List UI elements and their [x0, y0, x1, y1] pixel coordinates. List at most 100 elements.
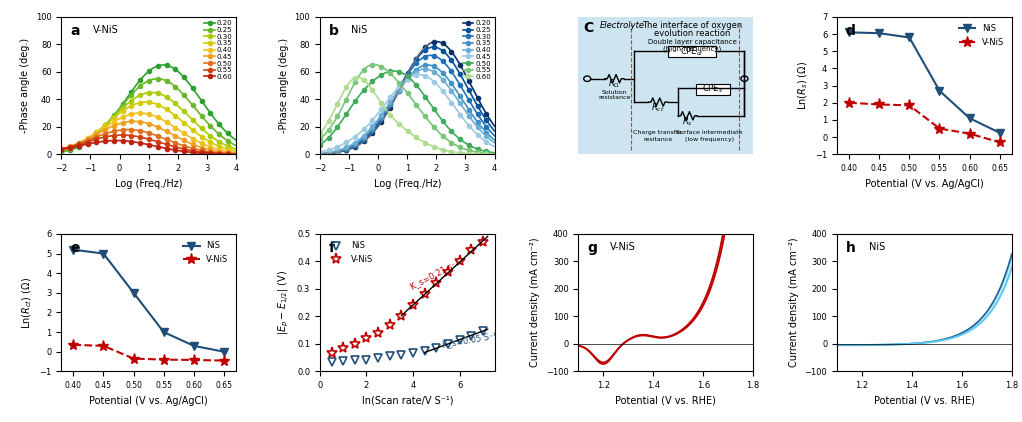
Text: NiS: NiS [869, 243, 885, 252]
NiS [407, 350, 419, 355]
Line: 0.50: 0.50 [318, 69, 497, 155]
0.60 [462, 151, 474, 156]
0.60 [230, 151, 242, 157]
0.60 [421, 141, 433, 146]
V-NiS [128, 356, 140, 361]
Text: evolution reaction: evolution reaction [654, 29, 731, 38]
0.30 [145, 90, 157, 95]
0.55 [162, 143, 175, 148]
0.20 [156, 62, 169, 68]
Line: 0.60: 0.60 [59, 138, 238, 156]
Text: V-NiS: V-NiS [93, 25, 119, 35]
Text: f: f [329, 241, 334, 255]
NiS [442, 341, 454, 346]
Text: (high frequency): (high frequency) [663, 46, 722, 52]
0.25 [427, 45, 439, 50]
NiS [325, 359, 337, 364]
0.20 [430, 39, 443, 44]
Legend: NiS, V-NiS: NiS, V-NiS [180, 238, 232, 267]
NiS [188, 344, 200, 349]
0.50 [215, 151, 227, 156]
0.55 [368, 62, 380, 67]
0.55 [230, 151, 242, 157]
Text: $R_\Omega$: $R_\Omega$ [608, 78, 620, 90]
0.50 [203, 149, 216, 154]
0.20 [56, 149, 68, 154]
NiS [383, 354, 396, 359]
0.30 [424, 53, 436, 58]
X-axis label: Log (Freq./Hz): Log (Freq./Hz) [114, 179, 183, 189]
Line: NiS: NiS [327, 327, 487, 366]
Line: 0.45: 0.45 [318, 73, 497, 154]
0.50 [388, 68, 401, 73]
0.60 [110, 138, 123, 143]
0.60 [203, 151, 216, 156]
X-axis label: ln(Scan rate/V S⁻¹): ln(Scan rate/V S⁻¹) [362, 396, 453, 406]
Text: h: h [846, 241, 855, 255]
Text: $R_{ct}$: $R_{ct}$ [651, 101, 664, 114]
Text: Electrolyte: Electrolyte [600, 21, 645, 30]
0.40 [462, 112, 474, 117]
0.30 [203, 132, 216, 137]
0.45 [462, 122, 474, 127]
0.20 [489, 124, 501, 129]
0.35 [215, 144, 227, 149]
V-NiS [97, 344, 109, 349]
V-NiS [454, 259, 466, 264]
0.40 [314, 151, 326, 156]
0.20 [162, 63, 175, 68]
NiS [372, 355, 384, 360]
V-NiS [157, 357, 170, 362]
0.45 [56, 146, 68, 151]
V-NiS [993, 140, 1006, 145]
V-NiS [964, 131, 976, 136]
0.25 [473, 106, 485, 111]
Text: b: b [329, 24, 338, 38]
0.50 [162, 138, 175, 143]
Y-axis label: Ln($R_s$) ($\Omega$): Ln($R_s$) ($\Omega$) [796, 61, 809, 110]
Text: C: C [584, 21, 594, 35]
0.35 [421, 62, 433, 68]
0.40 [417, 67, 429, 72]
0.25 [315, 151, 327, 156]
0.45 [489, 144, 501, 149]
Line: NiS: NiS [845, 28, 1004, 137]
0.55 [117, 133, 129, 138]
0.30 [55, 148, 67, 153]
NiS [993, 130, 1006, 135]
Text: e: e [71, 241, 80, 255]
0.35 [230, 149, 242, 154]
0.55 [462, 147, 474, 152]
0.20 [473, 98, 485, 103]
V-NiS [419, 292, 431, 297]
0.60 [162, 146, 175, 151]
0.35 [159, 106, 172, 111]
NiS [337, 358, 350, 363]
V-NiS [465, 248, 477, 253]
0.25 [159, 78, 172, 83]
0.20 [315, 151, 327, 156]
0.30 [314, 151, 326, 156]
Text: NiS: NiS [352, 25, 368, 35]
0.60 [159, 146, 172, 151]
0.40 [315, 151, 327, 156]
NiS [67, 247, 80, 252]
Line: 0.50: 0.50 [59, 127, 238, 156]
NiS [396, 352, 408, 357]
NiS [361, 357, 373, 362]
0.60 [55, 147, 67, 152]
Y-axis label: Ln($R_{ct}$) ($\Omega$): Ln($R_{ct}$) ($\Omega$) [20, 277, 34, 329]
0.20 [230, 138, 242, 143]
0.25 [203, 122, 216, 127]
V-NiS [325, 351, 337, 356]
X-axis label: Potential (V vs. Ag/AgCl): Potential (V vs. Ag/AgCl) [865, 179, 984, 189]
0.30 [159, 94, 172, 99]
0.35 [421, 62, 433, 68]
0.20 [418, 46, 430, 51]
0.20 [314, 151, 326, 157]
Line: 0.60: 0.60 [318, 75, 497, 156]
NiS [454, 337, 466, 342]
V-NiS [442, 270, 454, 275]
V-NiS [337, 346, 350, 351]
0.20 [215, 123, 227, 128]
